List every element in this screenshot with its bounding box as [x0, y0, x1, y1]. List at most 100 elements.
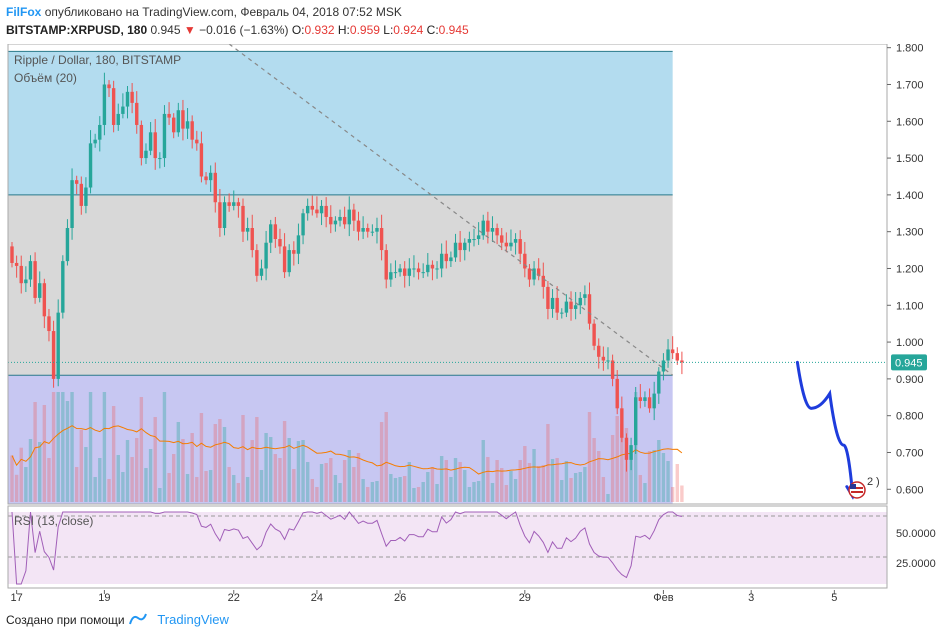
candle-body: [176, 110, 181, 133]
tradingview-link[interactable]: TradingView: [157, 612, 229, 627]
volume-bar: [356, 453, 361, 502]
y-tick-label: 0.600: [896, 484, 924, 496]
volume-bar: [333, 475, 338, 502]
candle-body: [495, 228, 499, 236]
candle-body: [195, 139, 199, 144]
volume-bar: [518, 460, 522, 502]
volume-bar: [375, 481, 379, 502]
volume-bar: [532, 449, 536, 502]
price-badge-text: 0.945: [895, 357, 923, 369]
zone-2[interactable]: [8, 375, 673, 504]
candle-body: [647, 397, 652, 409]
candle-body: [555, 297, 559, 313]
candle-body: [84, 187, 88, 206]
volume-bar: [666, 461, 670, 502]
volume-bar: [643, 483, 647, 502]
candle-body: [578, 297, 582, 306]
candle-body: [366, 228, 370, 232]
candle-body: [153, 132, 157, 159]
high-value: 0.959: [349, 23, 380, 37]
volume-bar: [10, 455, 14, 502]
volume-bar: [144, 468, 148, 502]
volume-bar: [509, 471, 513, 502]
candle-body: [19, 265, 23, 284]
volume-bar: [135, 438, 139, 502]
volume-bar: [583, 467, 587, 502]
candle-body: [292, 250, 296, 254]
candle-body: [130, 91, 134, 103]
volume-bar: [204, 471, 208, 502]
symbol-label: BITSTAMP:XRPUSD, 180: [6, 23, 148, 37]
volume-bar: [370, 482, 375, 502]
volume-bar: [227, 467, 231, 502]
candle-body: [472, 239, 476, 241]
candle-body: [144, 150, 148, 159]
volume-bar: [190, 433, 194, 502]
author-name[interactable]: FilFox: [6, 5, 42, 19]
volume-bar: [162, 392, 167, 502]
volume-bar: [638, 475, 643, 502]
y-tick-label: 1.100: [896, 300, 924, 312]
candle-body: [629, 445, 633, 460]
rsi-tick-50: 50.0000: [896, 528, 936, 540]
candle-body: [278, 239, 282, 247]
volume-bar: [513, 479, 518, 502]
projection-path[interactable]: [795, 360, 855, 499]
volume-bar: [74, 467, 79, 502]
volume-bar: [148, 449, 153, 502]
x-tick-label: 17: [10, 592, 22, 604]
tradingview-logo-icon: [128, 612, 148, 629]
time-axis[interactable]: 17 19 22 24 26 29 Фев 3 5: [10, 590, 837, 604]
footer: Создано при помощи TradingView: [6, 612, 229, 629]
volume-bar: [523, 446, 527, 502]
ohlc-line: BITSTAMP:XRPUSD, 180 0.945 ▼ −0.016 (−1.…: [6, 23, 469, 37]
volume-bar: [282, 421, 287, 502]
volume-bar: [107, 479, 111, 502]
zone-layer: [8, 50, 673, 504]
volume-bar: [444, 460, 448, 502]
candle-body: [504, 242, 509, 247]
candle-body: [250, 228, 254, 251]
volume-bar: [167, 473, 171, 502]
close-value: 0.945: [438, 23, 469, 37]
volume-bar: [329, 458, 333, 502]
zone-0[interactable]: [8, 51, 673, 195]
volume-bar: [61, 392, 65, 502]
candle-body: [227, 202, 231, 206]
volume-bar: [121, 472, 125, 502]
candle-body: [352, 209, 356, 221]
candle-body: [569, 301, 573, 309]
candle-body: [500, 235, 504, 243]
volume-bar: [269, 437, 273, 502]
volume-bar: [278, 458, 282, 502]
candle-body: [435, 268, 439, 270]
flag-canton: [850, 484, 856, 489]
flag-stripe: [851, 487, 863, 489]
volume-bar: [573, 473, 578, 502]
candle-body: [486, 220, 490, 232]
rsi-axis: 50.0000 25.0000: [896, 528, 936, 570]
candle-body: [356, 220, 361, 232]
candle-body: [185, 121, 190, 129]
volume-bar: [504, 485, 509, 502]
volume-bar: [208, 470, 213, 502]
event-marker[interactable]: 2 ): [848, 476, 880, 499]
price-axis[interactable]: 1.800 1.700 1.600 1.500 1.400 1.300 1.200 1.100…: [887, 44, 924, 496]
candle-body: [324, 205, 328, 217]
volume-bar: [403, 476, 407, 502]
candle-body: [541, 275, 545, 287]
volume-bar: [241, 415, 245, 502]
price-chart[interactable]: 2 ) 1.8001.7001.6001.5001.4001.3001.2001…: [0, 44, 947, 606]
candle-body: [269, 224, 273, 243]
candle-body: [93, 139, 97, 144]
main-pane-border: [7, 44, 888, 505]
volume-bar: [213, 424, 217, 502]
volume-bar: [680, 485, 684, 502]
candle-body: [10, 246, 14, 263]
volume-bar: [139, 397, 144, 502]
candle-body: [65, 228, 70, 262]
candle-body: [125, 91, 130, 107]
volume-bar: [495, 460, 499, 502]
candle-body: [162, 113, 167, 159]
volume-bar: [379, 422, 384, 502]
